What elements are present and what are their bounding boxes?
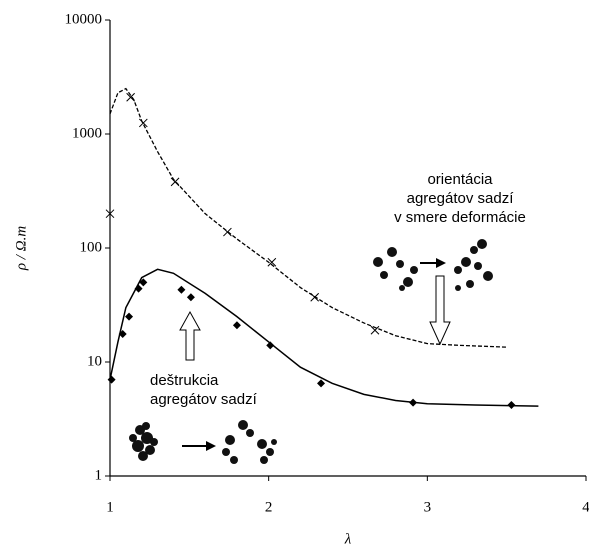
data-point	[107, 375, 116, 384]
y-tick-label: 1000	[72, 125, 102, 141]
arrow	[429, 275, 451, 346]
x-tick-label: 2	[265, 499, 273, 515]
data-point	[409, 398, 418, 407]
aggregate-icon	[222, 420, 277, 464]
y-tick-label: 10000	[65, 11, 103, 27]
data-point	[186, 293, 195, 302]
data-point	[266, 341, 275, 350]
data-point	[105, 209, 115, 219]
x-tick-label: 4	[582, 499, 589, 515]
x-tick-label: 3	[424, 499, 432, 515]
arrow	[420, 258, 446, 268]
annotation: orientácia	[427, 171, 493, 188]
data-point	[170, 177, 180, 187]
y-tick-label: 10	[87, 353, 102, 369]
data-point	[126, 92, 135, 102]
x-tick-label: 1	[106, 499, 114, 515]
arrow	[179, 310, 201, 361]
annotation: agregátov sadzí	[150, 391, 258, 408]
data-point	[177, 285, 186, 294]
aggregate-icon	[373, 247, 418, 291]
data-point	[138, 118, 148, 128]
data-point	[370, 325, 380, 335]
data-point	[232, 321, 241, 330]
annotation: deštrukcia	[150, 372, 219, 389]
data-point	[267, 257, 277, 267]
data-point	[310, 292, 320, 302]
annotation: agregátov sadzí	[407, 190, 515, 207]
aggregate-icon	[129, 422, 158, 461]
data-point	[139, 278, 148, 287]
data-point	[317, 379, 326, 388]
annotation: v smere deformácie	[394, 209, 526, 226]
data-point	[223, 227, 232, 237]
y-axis-label: ρ / Ω.m	[13, 226, 29, 271]
aggregate-icon	[454, 239, 493, 291]
x-axis-label: λ	[344, 531, 352, 547]
y-tick-label: 1	[95, 467, 103, 483]
data-point	[507, 400, 516, 409]
y-tick-label: 100	[80, 239, 103, 255]
data-point	[125, 312, 134, 321]
data-point	[118, 330, 127, 339]
data-point	[134, 284, 143, 293]
arrow	[182, 441, 216, 451]
